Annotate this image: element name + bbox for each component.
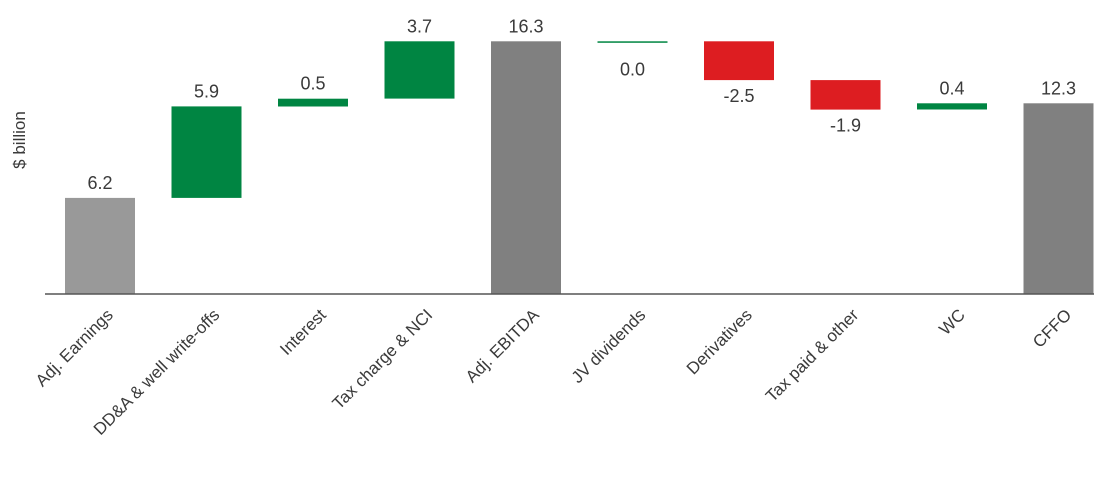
bar-cffo xyxy=(1023,103,1094,294)
category-label-wc: WC xyxy=(935,305,968,338)
y-axis-title: $ billion xyxy=(10,111,29,169)
bars-layer xyxy=(65,41,1094,294)
bar-wc xyxy=(917,103,987,110)
category-label-derivatives: Derivatives xyxy=(683,305,756,378)
bar-adj-earnings xyxy=(65,197,135,294)
category-label-jv-dividends: JV dividends xyxy=(568,305,650,387)
category-label-interest: Interest xyxy=(276,305,330,359)
bar-adj-ebitda xyxy=(491,41,561,294)
bar-ddanda-and-well-write-offs xyxy=(171,106,242,198)
category-label-cffo: CFFO xyxy=(1029,305,1075,351)
bar-derivatives xyxy=(704,41,774,81)
bar-tax-paid-and-other xyxy=(810,80,881,110)
category-label-adj-earnings: Adj. Earnings xyxy=(32,305,117,390)
bar-tax-charge-and-nci xyxy=(384,41,455,99)
value-label-tax-charge-and-nci: 3.7 xyxy=(407,16,432,36)
value-label-interest: 0.5 xyxy=(300,74,325,94)
value-label-jv-dividends: 0.0 xyxy=(620,59,645,79)
value-label-ddanda-and-well-write-offs: 5.9 xyxy=(194,81,219,101)
category-label-tax-charge-and-nci: Tax charge & NCI xyxy=(329,305,437,413)
value-label-adj-ebitda: 16.3 xyxy=(508,16,543,36)
value-label-tax-paid-and-other: -1.9 xyxy=(830,116,861,136)
value-labels: 6.2 5.9 0.5 3.7 16.3 0.0 -2.5 -1.9 0.4 12.3 xyxy=(87,16,1076,193)
category-label-adj-ebitda: Adj. EBITDA xyxy=(462,305,543,386)
bar-interest xyxy=(278,98,348,107)
value-label-cffo: 12.3 xyxy=(1041,78,1076,98)
bar-jv-dividends xyxy=(597,41,668,43)
value-label-derivatives: -2.5 xyxy=(723,86,754,106)
value-label-adj-earnings: 6.2 xyxy=(87,173,112,193)
value-label-wc: 0.4 xyxy=(939,78,964,98)
category-label-tax-paid-and-other: Tax paid & other xyxy=(762,305,863,406)
